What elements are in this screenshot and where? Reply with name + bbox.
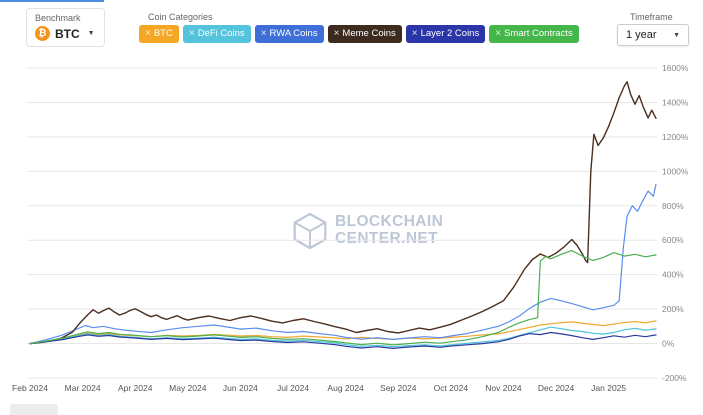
y-axis-tick-label: 1600% <box>662 63 689 73</box>
timeframe-value: 1 year <box>626 29 657 41</box>
category-chip-defi-coins[interactable]: × DeFi Coins <box>182 25 251 43</box>
benchmark-label: Benchmark <box>35 13 81 23</box>
category-chip-smart-contracts[interactable]: × Smart Contracts <box>489 25 579 43</box>
chevron-down-icon: ▼ <box>673 31 680 39</box>
remove-icon[interactable]: × <box>333 27 340 39</box>
timeframe-label: Timeframe <box>630 12 673 22</box>
remove-icon[interactable]: × <box>495 27 502 39</box>
category-chip-meme-coins[interactable]: × Meme Coins <box>327 25 402 43</box>
x-axis-tick-label: May 2024 <box>169 383 207 393</box>
chip-label: BTC <box>153 28 173 39</box>
x-axis-tick-label: Apr 2024 <box>118 383 153 393</box>
series-line-rwa-coins <box>29 183 657 345</box>
category-chip-rwa-coins[interactable]: × RWA Coins <box>254 25 324 43</box>
benchmark-value: BTC <box>55 26 80 41</box>
x-axis-tick-label: Jan 2025 <box>591 383 626 393</box>
category-chip-layer-2-coins[interactable]: × Layer 2 Coins <box>405 25 486 43</box>
y-axis-tick-label: 800% <box>662 201 684 211</box>
x-axis-tick-label: Aug 2024 <box>327 383 364 393</box>
series-line-defi-coins <box>29 326 657 348</box>
benchmark-fieldset: Benchmark ₿ BTC ▼ <box>26 8 105 47</box>
watermark-text: BLOCKCHAIN CENTER.NET <box>335 214 443 247</box>
chevron-down-icon: ▼ <box>87 30 95 37</box>
x-axis-tick-label: Jul 2024 <box>277 383 309 393</box>
top-left-accent-line <box>0 0 104 2</box>
watermark: BLOCKCHAIN CENTER.NET <box>293 212 443 250</box>
category-chip-btc[interactable]: × BTC <box>139 25 179 43</box>
chip-label: Meme Coins <box>342 28 396 39</box>
coin-categories-label: Coin Categories <box>148 12 213 22</box>
series-line-layer-2-coins <box>29 331 657 349</box>
partial-bottom-element <box>10 404 58 415</box>
remove-icon[interactable]: × <box>411 27 418 39</box>
x-axis-tick-label: Feb 2024 <box>12 383 48 393</box>
y-axis-tick-label: 1000% <box>662 166 689 176</box>
x-axis-tick-label: Mar 2024 <box>65 383 101 393</box>
chip-label: Layer 2 Coins <box>420 28 480 39</box>
series-line-meme-coins <box>29 81 657 345</box>
remove-icon[interactable]: × <box>188 27 195 39</box>
series-line-smart-contracts <box>29 250 657 346</box>
watermark-line2: CENTER.NET <box>335 230 439 247</box>
x-axis-tick-label: Dec 2024 <box>538 383 575 393</box>
y-axis-tick-label: 400% <box>662 270 684 280</box>
x-axis-tick-label: Sep 2024 <box>380 383 417 393</box>
x-axis-tick-label: Oct 2024 <box>434 383 469 393</box>
y-axis-tick-label: 0% <box>662 339 675 349</box>
remove-icon[interactable]: × <box>145 27 151 39</box>
chip-label: RWA Coins <box>269 28 318 39</box>
chip-label: DeFi Coins <box>197 28 245 39</box>
coin-category-chips: × BTC × DeFi Coins × RWA Coins × Meme Coins × Lay… <box>139 25 579 43</box>
y-axis-tick-label: 200% <box>662 304 684 314</box>
y-axis-tick-label: 1200% <box>662 132 689 142</box>
x-axis-tick-label: Nov 2024 <box>485 383 522 393</box>
benchmark-dropdown[interactable]: ₿ BTC ▼ <box>35 26 95 41</box>
timeframe-dropdown[interactable]: 1 year ▼ <box>617 24 689 46</box>
remove-icon[interactable]: × <box>260 27 267 39</box>
y-axis-tick-label: 600% <box>662 235 684 245</box>
y-axis-tick-label: 1400% <box>662 97 689 107</box>
watermark-line1: BLOCKCHAIN <box>335 213 444 231</box>
bitcoin-icon: ₿ <box>35 26 50 41</box>
blockchaincenter-logo-icon <box>293 212 327 250</box>
series-line-btc <box>29 320 657 345</box>
x-axis-tick-label: Jun 2024 <box>223 383 258 393</box>
y-axis-tick-label: -200% <box>662 373 687 383</box>
chip-label: Smart Contracts <box>504 28 573 39</box>
